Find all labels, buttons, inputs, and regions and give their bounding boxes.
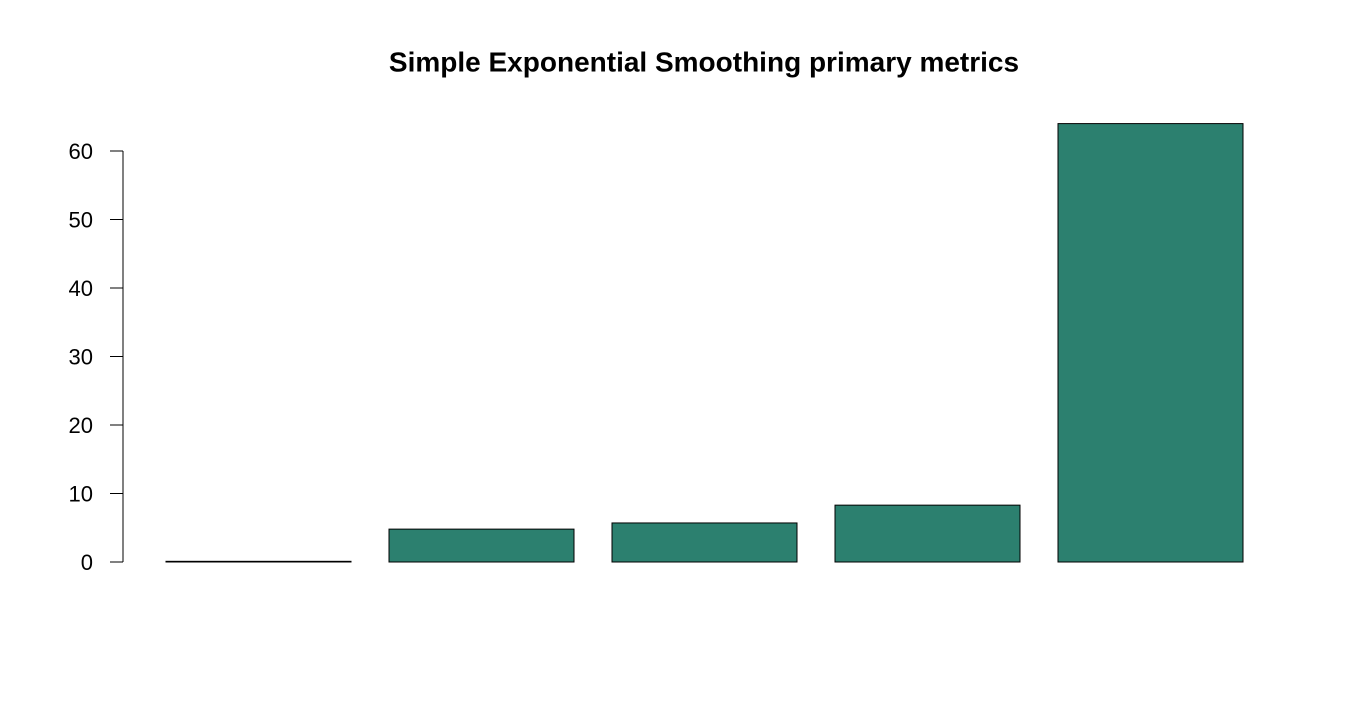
bar	[834, 504, 1021, 563]
y-tick-label: 60	[69, 139, 93, 164]
y-tick-label: 30	[69, 344, 93, 369]
y-tick-label: 20	[69, 413, 93, 438]
bar	[388, 528, 575, 563]
bar	[165, 560, 352, 563]
y-tick-label: 10	[69, 481, 93, 506]
y-tick-label: 40	[69, 276, 93, 301]
chart-title: Simple Exponential Smoothing primary met…	[389, 46, 1019, 77]
y-tick-label: 0	[81, 550, 93, 575]
bar	[611, 522, 798, 563]
bar	[1057, 123, 1244, 563]
y-tick-label: 50	[69, 207, 93, 232]
